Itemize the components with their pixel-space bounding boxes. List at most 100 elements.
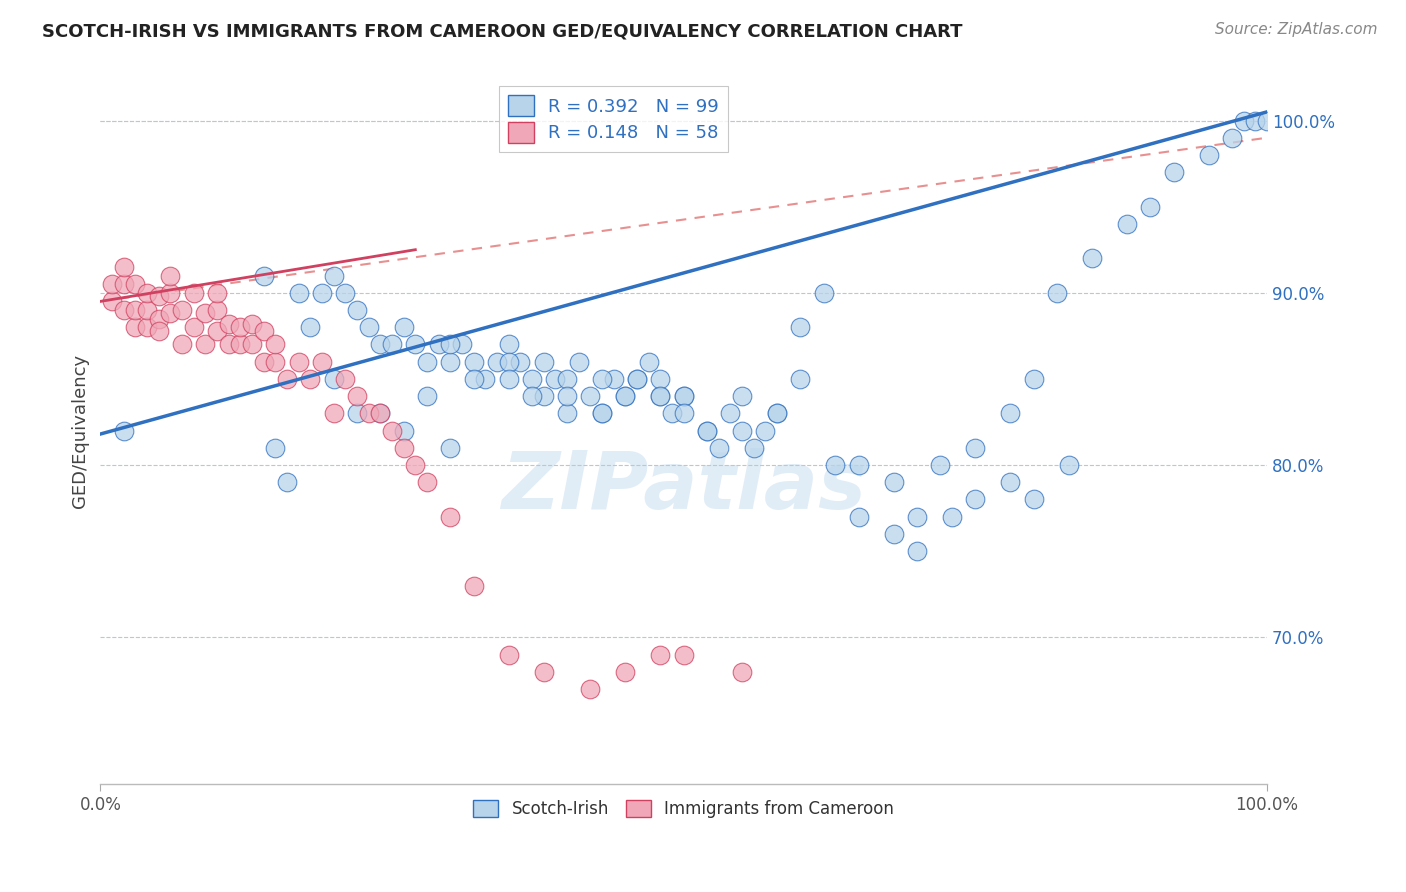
Point bbox=[766, 406, 789, 420]
Point bbox=[392, 320, 415, 334]
Point bbox=[124, 303, 146, 318]
Point bbox=[824, 458, 846, 472]
Point bbox=[520, 372, 543, 386]
Point bbox=[229, 320, 252, 334]
Point bbox=[416, 475, 439, 490]
Point bbox=[555, 389, 578, 403]
Point bbox=[276, 475, 298, 490]
Point bbox=[1232, 113, 1254, 128]
Point bbox=[416, 389, 439, 403]
Point bbox=[357, 406, 380, 420]
Point bbox=[253, 324, 276, 338]
Point bbox=[813, 285, 835, 300]
Point bbox=[965, 441, 987, 455]
Point bbox=[451, 337, 474, 351]
Point bbox=[1139, 200, 1161, 214]
Point bbox=[136, 303, 159, 318]
Point bbox=[136, 320, 159, 334]
Point bbox=[101, 294, 124, 309]
Point bbox=[929, 458, 952, 472]
Point bbox=[159, 285, 181, 300]
Point bbox=[159, 306, 181, 320]
Point bbox=[731, 665, 754, 679]
Point bbox=[650, 389, 672, 403]
Point bbox=[229, 337, 252, 351]
Point bbox=[626, 372, 648, 386]
Point bbox=[1000, 406, 1022, 420]
Point bbox=[194, 306, 217, 320]
Point bbox=[498, 337, 520, 351]
Point bbox=[112, 260, 135, 274]
Point bbox=[474, 372, 496, 386]
Point bbox=[346, 389, 368, 403]
Point bbox=[672, 648, 695, 662]
Point bbox=[416, 354, 439, 368]
Point bbox=[754, 424, 776, 438]
Point bbox=[439, 354, 461, 368]
Point bbox=[533, 665, 555, 679]
Point bbox=[148, 311, 170, 326]
Point bbox=[533, 389, 555, 403]
Point bbox=[696, 424, 718, 438]
Point bbox=[672, 389, 695, 403]
Point bbox=[439, 509, 461, 524]
Point bbox=[883, 527, 905, 541]
Point bbox=[498, 648, 520, 662]
Point bbox=[276, 372, 298, 386]
Point bbox=[520, 389, 543, 403]
Point bbox=[253, 268, 276, 283]
Point bbox=[439, 441, 461, 455]
Point bbox=[112, 277, 135, 292]
Point bbox=[101, 277, 124, 292]
Point bbox=[381, 424, 404, 438]
Point bbox=[148, 324, 170, 338]
Point bbox=[602, 372, 624, 386]
Point bbox=[941, 509, 963, 524]
Point bbox=[335, 372, 357, 386]
Point bbox=[742, 441, 765, 455]
Point bbox=[965, 492, 987, 507]
Point bbox=[661, 406, 683, 420]
Point bbox=[381, 337, 404, 351]
Point bbox=[463, 579, 485, 593]
Point bbox=[194, 337, 217, 351]
Point bbox=[322, 372, 344, 386]
Point bbox=[591, 406, 613, 420]
Point bbox=[1256, 113, 1278, 128]
Point bbox=[112, 424, 135, 438]
Point bbox=[789, 320, 811, 334]
Text: Source: ZipAtlas.com: Source: ZipAtlas.com bbox=[1215, 22, 1378, 37]
Point bbox=[1163, 165, 1185, 179]
Point bbox=[579, 681, 602, 696]
Y-axis label: GED/Equivalency: GED/Equivalency bbox=[72, 353, 89, 508]
Point bbox=[1022, 372, 1045, 386]
Point bbox=[591, 372, 613, 386]
Point bbox=[707, 441, 730, 455]
Point bbox=[591, 406, 613, 420]
Point bbox=[205, 285, 228, 300]
Point bbox=[555, 406, 578, 420]
Point bbox=[392, 424, 415, 438]
Point bbox=[568, 354, 591, 368]
Point bbox=[1081, 252, 1104, 266]
Point bbox=[311, 285, 333, 300]
Point bbox=[368, 406, 391, 420]
Point bbox=[1116, 217, 1139, 231]
Point bbox=[240, 337, 263, 351]
Point bbox=[368, 337, 391, 351]
Point bbox=[112, 303, 135, 318]
Point bbox=[240, 317, 263, 331]
Point bbox=[555, 372, 578, 386]
Point bbox=[509, 354, 531, 368]
Point bbox=[650, 389, 672, 403]
Point bbox=[614, 389, 637, 403]
Point bbox=[614, 665, 637, 679]
Point bbox=[170, 303, 193, 318]
Point bbox=[485, 354, 508, 368]
Point bbox=[253, 354, 276, 368]
Point bbox=[264, 441, 287, 455]
Point bbox=[848, 458, 870, 472]
Point bbox=[905, 544, 928, 558]
Point bbox=[205, 324, 228, 338]
Point bbox=[579, 389, 602, 403]
